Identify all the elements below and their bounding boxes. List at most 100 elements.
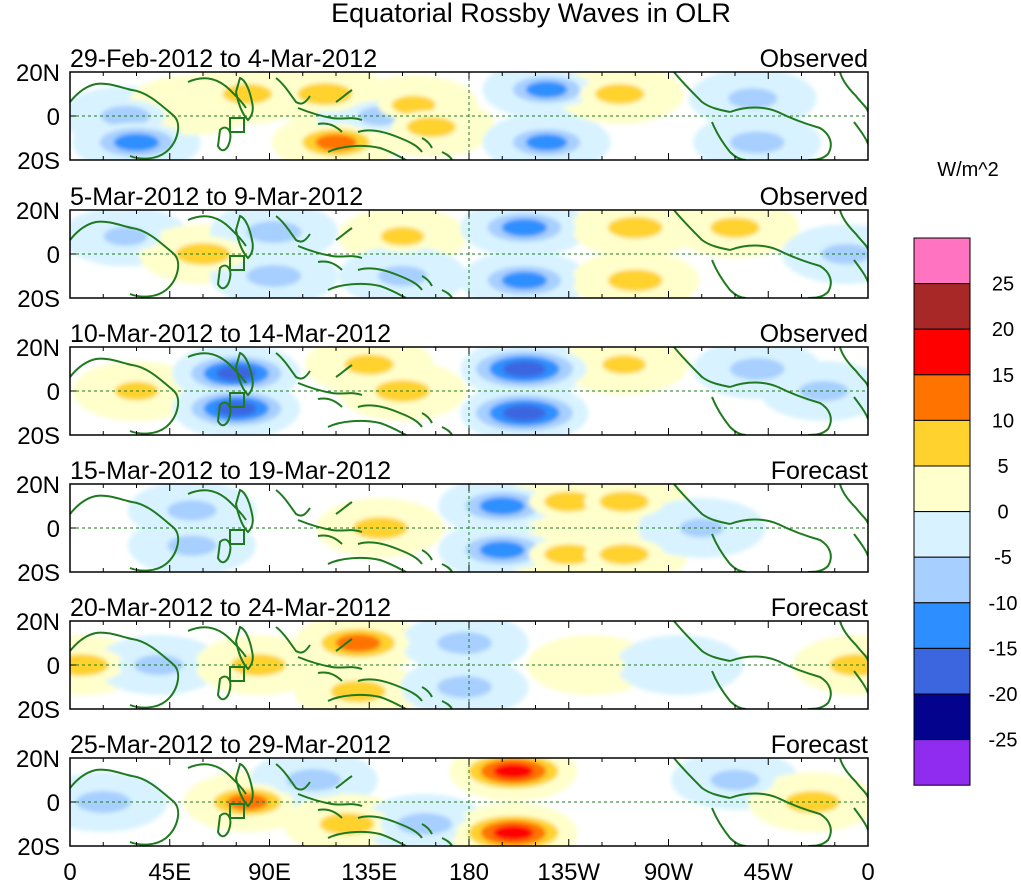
anomaly-contour bbox=[525, 81, 568, 98]
colorbar-swatch bbox=[913, 739, 971, 786]
coastline bbox=[70, 82, 180, 160]
anomaly-contour bbox=[544, 491, 594, 512]
coastline bbox=[421, 823, 453, 846]
panel-period: 5-Mar-2012 to 9-Mar-2012 bbox=[70, 183, 363, 211]
coastline bbox=[234, 351, 254, 397]
x-tick-label: 45W bbox=[744, 859, 794, 886]
anomaly-contour bbox=[246, 221, 302, 243]
coastline bbox=[234, 488, 254, 534]
y-tick-label: 0 bbox=[47, 104, 60, 131]
anomaly-field bbox=[70, 72, 868, 160]
anomaly-contour bbox=[397, 813, 452, 835]
colorbar-swatch bbox=[913, 556, 971, 604]
coastline bbox=[729, 106, 832, 160]
coastline bbox=[297, 382, 363, 396]
colorbar-tick-label: 10 bbox=[992, 410, 1014, 432]
anomaly-contour bbox=[75, 791, 131, 813]
x-tick-label: 45E bbox=[148, 859, 191, 886]
anomaly-contour bbox=[599, 544, 649, 565]
panel: 20N 0 20S 5-Mar-2012 to 9-Mar-2012 Observed bbox=[16, 183, 869, 313]
coastline bbox=[275, 489, 311, 517]
region-box bbox=[229, 392, 245, 408]
coastline bbox=[317, 775, 353, 819]
panel-period: 15-Mar-2012 to 19-Mar-2012 bbox=[70, 457, 391, 485]
y-tick-label: 20S bbox=[17, 560, 60, 587]
coastline bbox=[327, 419, 407, 435]
anomaly-contour bbox=[799, 380, 849, 402]
anomaly-contour bbox=[335, 634, 381, 652]
anomaly-contour bbox=[353, 517, 408, 539]
anomaly-contour bbox=[710, 769, 760, 791]
anomaly-contour bbox=[479, 541, 525, 559]
anomaly-contour bbox=[391, 95, 436, 115]
coastline bbox=[216, 812, 232, 838]
colorbar-tick-label: 20 bbox=[992, 319, 1014, 341]
coastline bbox=[357, 129, 423, 153]
colorbar-tick-label: 25 bbox=[992, 274, 1014, 296]
y-tick-label: 20S bbox=[17, 423, 60, 450]
coastline bbox=[70, 494, 180, 572]
anomaly-contour bbox=[729, 131, 785, 154]
y-tick-label: 20N bbox=[16, 198, 60, 225]
anomaly-contour bbox=[380, 227, 425, 246]
coastline bbox=[187, 77, 247, 109]
coastline bbox=[187, 626, 247, 658]
region-box bbox=[229, 666, 245, 682]
anomaly-contour bbox=[493, 763, 534, 779]
coastline bbox=[421, 137, 453, 160]
coastline bbox=[187, 352, 247, 384]
coastline bbox=[357, 815, 423, 839]
coastline bbox=[216, 538, 232, 564]
anomaly-field bbox=[70, 758, 868, 846]
coastline bbox=[216, 264, 232, 290]
anomaly-field bbox=[70, 210, 868, 298]
y-tick-label: 20N bbox=[16, 746, 60, 773]
panel-status: Observed bbox=[760, 45, 868, 73]
coastline bbox=[673, 758, 731, 799]
x-tick-label: 0 bbox=[861, 859, 874, 886]
region-box bbox=[229, 529, 245, 545]
colorbar-tick-label: -20 bbox=[989, 684, 1018, 706]
y-tick-label: 0 bbox=[47, 653, 60, 680]
colorbar-swatch bbox=[913, 693, 971, 741]
panel-period: 10-Mar-2012 to 14-Mar-2012 bbox=[70, 320, 391, 348]
coastline bbox=[421, 412, 453, 435]
colorbar-swatch bbox=[913, 328, 971, 376]
anomaly-contour bbox=[226, 793, 269, 811]
colorbar-swatch bbox=[913, 419, 971, 467]
colorbar-tick-label: -5 bbox=[994, 547, 1012, 569]
panel-status: Observed bbox=[760, 320, 868, 348]
x-tick-label: 0 bbox=[63, 859, 76, 886]
coastline bbox=[357, 404, 423, 428]
coastline bbox=[275, 352, 311, 380]
coastline bbox=[317, 501, 353, 545]
coastline bbox=[327, 144, 407, 160]
anomaly-contour bbox=[607, 216, 663, 239]
coastline bbox=[839, 210, 868, 251]
y-tick-label: 20N bbox=[16, 335, 60, 362]
anomaly-contour bbox=[286, 769, 342, 791]
coastline bbox=[234, 76, 254, 122]
colorbar-tick-label: -10 bbox=[989, 593, 1018, 615]
y-tick-label: 20S bbox=[17, 697, 60, 724]
anomaly-contour bbox=[595, 83, 645, 105]
y-tick-label: 0 bbox=[47, 516, 60, 543]
colorbar-swatch bbox=[913, 647, 971, 695]
y-tick-label: 0 bbox=[47, 790, 60, 817]
y-tick-label: 20N bbox=[16, 472, 60, 499]
anomaly-contour bbox=[525, 134, 568, 151]
panel-status: Forecast bbox=[771, 731, 868, 759]
anomaly-contour bbox=[162, 91, 221, 119]
anomaly-contour bbox=[134, 654, 184, 676]
colorbar-tick-label: 0 bbox=[997, 502, 1008, 524]
coastline bbox=[673, 621, 731, 662]
y-tick-label: 20S bbox=[17, 286, 60, 313]
panel: 20N 0 20S 25-Mar-2012 to 29-Mar-2012 Forecas… bbox=[16, 731, 869, 861]
anomaly-contour bbox=[728, 88, 778, 109]
anomaly-contour bbox=[557, 650, 625, 680]
x-tick-label: 90W bbox=[644, 859, 694, 886]
anomaly-contour bbox=[103, 227, 148, 246]
anomaly-field bbox=[70, 621, 868, 709]
coastline bbox=[216, 126, 232, 152]
anomaly-contour bbox=[602, 355, 647, 374]
